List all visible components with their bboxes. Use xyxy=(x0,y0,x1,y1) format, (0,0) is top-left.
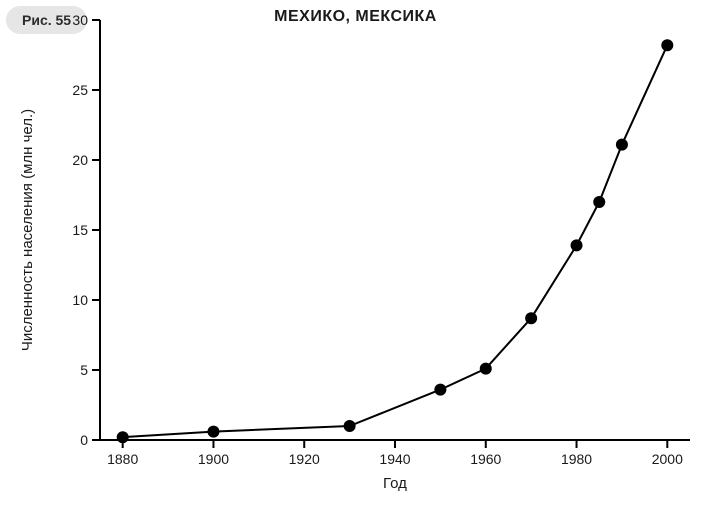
data-marker xyxy=(480,363,492,375)
y-tick-label: 0 xyxy=(80,432,88,448)
x-axis-label: Год xyxy=(383,475,407,492)
data-marker xyxy=(434,384,446,396)
data-marker xyxy=(616,139,628,151)
x-tick-label: 1940 xyxy=(379,451,410,467)
data-marker xyxy=(571,239,583,251)
x-tick-label: 1920 xyxy=(289,451,320,467)
x-tick-label: 1900 xyxy=(198,451,229,467)
x-tick-label: 2000 xyxy=(652,451,683,467)
y-tick-label: 20 xyxy=(72,152,88,168)
x-tick-label: 1880 xyxy=(107,451,138,467)
y-tick-label: 30 xyxy=(72,12,88,28)
data-marker xyxy=(344,420,356,432)
population-chart: 0 5 10 15 20 25 30 1880 1900 1920 1940 1960 1980 2000… xyxy=(0,0,711,506)
data-marker xyxy=(661,39,673,51)
y-tick-label: 25 xyxy=(72,82,88,98)
x-tick-label: 1960 xyxy=(470,451,501,467)
data-marker xyxy=(117,431,129,443)
y-axis-label: Численность населения (млн чел.) xyxy=(19,109,36,351)
y-tick-label: 15 xyxy=(72,222,88,238)
y-tick-label: 5 xyxy=(80,362,88,378)
data-marker xyxy=(207,426,219,438)
y-tick-label: 10 xyxy=(72,292,88,308)
data-marker xyxy=(525,312,537,324)
data-marker xyxy=(593,196,605,208)
x-tick-label: 1980 xyxy=(561,451,592,467)
series-line xyxy=(123,45,668,437)
